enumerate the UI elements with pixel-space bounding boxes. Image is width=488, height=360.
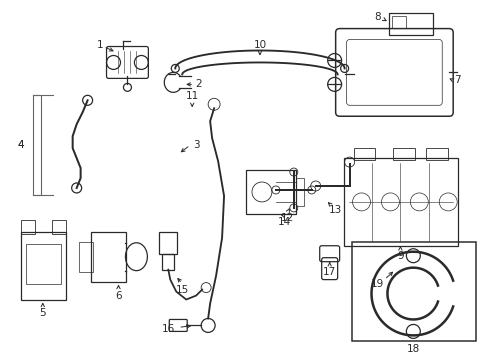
Bar: [343, 158, 457, 246]
Text: 10: 10: [253, 40, 266, 50]
Bar: [33, 95, 41, 195]
Text: 2: 2: [195, 79, 201, 89]
Bar: [52, 220, 65, 234]
Bar: [79, 242, 92, 272]
Bar: [351, 242, 475, 341]
Bar: [393, 148, 414, 160]
Text: 6: 6: [115, 291, 122, 301]
Text: 12: 12: [281, 213, 294, 223]
Text: 9: 9: [396, 251, 403, 261]
Bar: [388, 13, 432, 35]
Bar: [353, 148, 375, 160]
Text: 8: 8: [373, 12, 380, 22]
Text: 17: 17: [323, 267, 336, 276]
Text: 3: 3: [192, 140, 199, 150]
Bar: [295, 178, 303, 206]
Text: 14: 14: [278, 217, 291, 227]
Text: 1: 1: [97, 40, 103, 50]
Text: 13: 13: [328, 205, 342, 215]
Text: 15: 15: [175, 284, 188, 294]
Bar: [392, 15, 406, 28]
Text: 5: 5: [40, 309, 46, 319]
Bar: [162, 254, 174, 270]
Bar: [21, 232, 65, 300]
Text: 4: 4: [18, 140, 24, 150]
Text: 11: 11: [185, 91, 199, 101]
Text: 4: 4: [18, 140, 24, 150]
Bar: [21, 220, 35, 234]
Bar: [426, 148, 447, 160]
Bar: [26, 244, 61, 284]
Bar: [159, 232, 177, 254]
Text: 7: 7: [453, 75, 460, 85]
Text: 18: 18: [406, 345, 419, 354]
Bar: [245, 170, 295, 214]
Bar: [90, 232, 126, 282]
Text: 16: 16: [162, 324, 175, 334]
Text: 19: 19: [370, 279, 384, 289]
